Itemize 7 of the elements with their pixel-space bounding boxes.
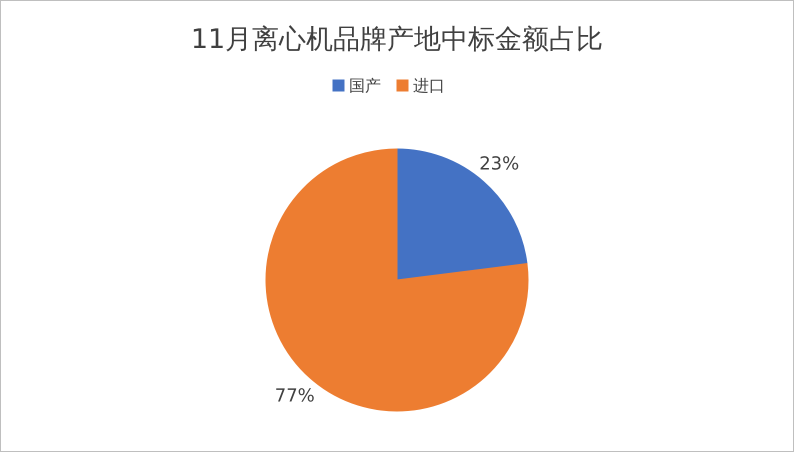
pie-slice: [396, 148, 528, 280]
data-label: 77%: [274, 385, 315, 406]
legend-label: 国产: [349, 76, 381, 95]
chart-title: 11月离心机品牌产地中标金额占比: [190, 24, 604, 55]
pie-slice: [266, 148, 528, 412]
data-label: 23%: [479, 154, 520, 175]
legend-label: 进口: [413, 76, 445, 95]
